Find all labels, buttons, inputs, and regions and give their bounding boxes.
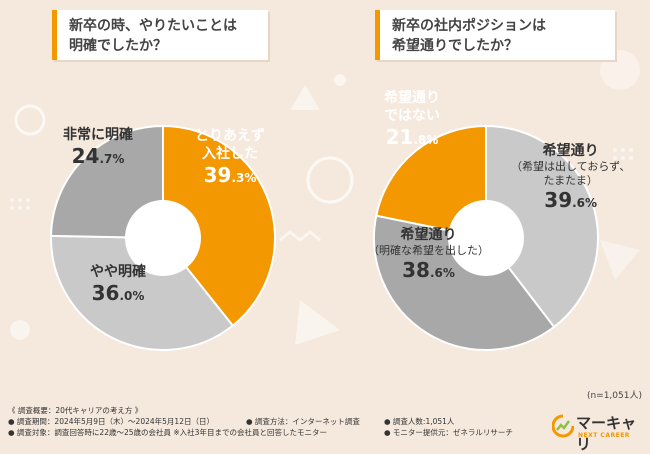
question-2-line-1: 新卒の社内ポジションは xyxy=(392,18,546,34)
survey-footer: 《 調査概要：20代キャリアの考え方 》 ● 調査期間：2024年5月9日（木）… xyxy=(8,405,513,438)
chart-2-label-3-value: 21.8% xyxy=(385,125,439,149)
chart-1-label-3-value: 24.7% xyxy=(71,144,125,168)
chart-1-slice-2 xyxy=(50,234,235,351)
chart-2-label-1-name-1: 希望通り xyxy=(542,143,599,159)
chart-1-slice-3 xyxy=(50,124,164,240)
chart-2-center-hole xyxy=(448,200,524,276)
chart-1-label-1-name-2: 入社した xyxy=(202,146,258,162)
chart-1-label-1-value: 39.3% xyxy=(203,163,257,187)
chart-2-slice-3 xyxy=(375,124,487,240)
footer-count: ● 調査人数:1,051人 xyxy=(384,417,455,426)
brand-logo: マーキャリ NEXT CAREER xyxy=(552,410,648,453)
chart-2-label-2: 希望通り （明確な希望を出した） 38.6% xyxy=(368,226,489,285)
chart-1-label-3-name-1: 非常に明確 xyxy=(63,127,133,143)
chart-1-center-hole xyxy=(125,200,201,276)
chart-1-label-2: やや明確 36.0% xyxy=(90,263,146,308)
footer-row-1: ● 調査期間：2024年5月9日（木）～2024年5月12日（日） ● 調査方法：… xyxy=(8,416,513,427)
sample-size-note: (n=1,051人) xyxy=(586,391,642,401)
question-box-2: 新卒の社内ポジションは 希望通りでしたか？ xyxy=(375,10,615,60)
footer-provider: ● モニター提供元：ゼネラルリサーチ xyxy=(384,428,513,437)
chart-2-slice-1 xyxy=(485,124,599,329)
chart-2-label-3-name-1: 希望通り xyxy=(384,90,440,106)
chart-1-slice-1 xyxy=(162,124,276,328)
chart-2-label-2-sub-1: （明確な希望を出した） xyxy=(368,244,489,257)
question-1-line-2: 明確でしたか？ xyxy=(69,38,167,54)
footer-target: ● 調査対象：調査回答時に22歳～25歳の会社員 ※入社3年目までの会社員と回答… xyxy=(8,428,327,437)
chart-2-label-1: 希望通り （希望は出しておらず、 たまたま） 39.6% xyxy=(511,142,630,215)
chart-2-label-1-value: 39.6% xyxy=(544,188,598,212)
chart-2-label-1-sub-2: たまたま） xyxy=(543,174,598,187)
footer-title: 《 調査概要：20代キャリアの考え方 》 xyxy=(8,406,143,415)
chart-1-label-1-name-1: とりあえず xyxy=(195,128,265,144)
question-box-1: 新卒の時、やりたいことは 明確でしたか？ xyxy=(52,10,268,60)
brand-tagline: NEXT CAREER xyxy=(578,432,630,439)
chart-2-label-3-name-2: ではない xyxy=(384,108,440,124)
chart-2-slice-2 xyxy=(373,214,556,351)
brand-name: マーキャリ xyxy=(576,414,637,453)
chart-2-label-2-name-1: 希望通り xyxy=(400,227,457,243)
chart-1-label-2-name-1: やや明確 xyxy=(90,264,146,280)
question-2-line-2: 希望通りでしたか？ xyxy=(392,38,518,54)
chart-2-label-3: 希望通りではない 21.8% xyxy=(384,89,440,152)
footer-method: ● 調査方法：インターネット調査 xyxy=(246,417,360,426)
footer-row-2: ● 調査対象：調査回答時に22歳～25歳の会社員 ※入社3年目までの会社員と回答… xyxy=(8,427,513,438)
footer-period: ● 調査期間：2024年5月9日（木）～2024年5月12日（日） xyxy=(8,417,214,426)
chart-1-label-2-value: 36.0% xyxy=(91,281,145,305)
brand-mark-icon xyxy=(552,414,574,438)
chart-2-label-1-sub-1: （希望は出しておらず、 xyxy=(511,160,631,173)
chart-1-label-1: とりあえず入社した 39.3% xyxy=(195,127,265,190)
question-1-line-1: 新卒の時、やりたいことは xyxy=(69,18,237,34)
chart-1-label-3: 非常に明確 24.7% xyxy=(63,126,133,171)
chart-2-label-2-value: 38.6% xyxy=(402,258,455,282)
